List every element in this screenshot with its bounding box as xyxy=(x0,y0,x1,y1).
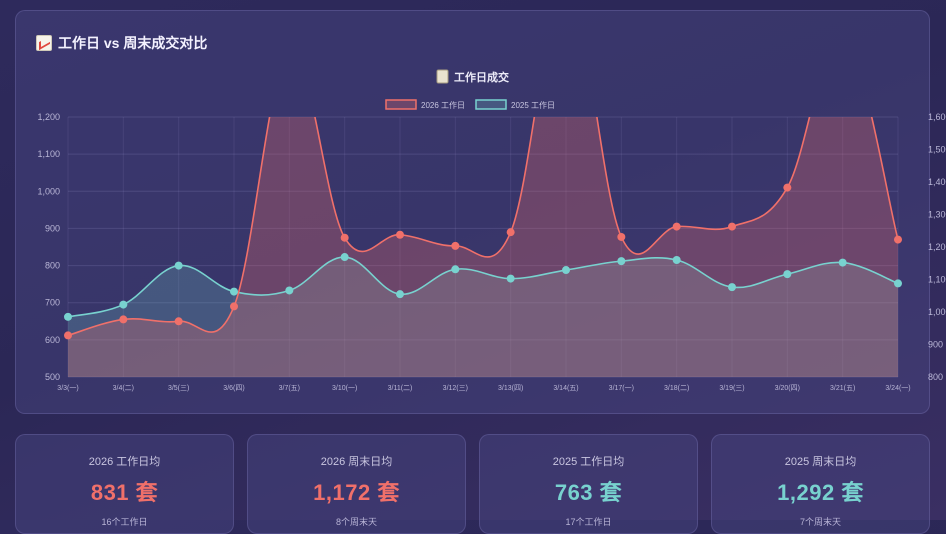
legend-swatch xyxy=(475,99,507,110)
data-point xyxy=(64,312,72,321)
series-area xyxy=(68,257,898,377)
y-right-tick-label: 1,400 xyxy=(928,177,946,187)
y-left-tick-label: 1,200 xyxy=(37,112,60,122)
data-point xyxy=(728,283,736,292)
data-point xyxy=(174,317,183,326)
legend-label: 2026 工作日 xyxy=(421,100,465,110)
legend-swatch xyxy=(385,99,417,110)
data-point xyxy=(617,232,626,241)
y-right-tick-label: 800 xyxy=(928,372,943,382)
x-tick-label: 3/10(一) xyxy=(332,385,357,392)
x-tick-label: 3/14(五) xyxy=(553,384,578,392)
y-right-tick-label: 1,300 xyxy=(928,210,946,220)
card-value: 1,172 套 xyxy=(313,480,400,505)
y-left-tick-label: 700 xyxy=(45,298,60,308)
x-tick-label: 3/3(一) xyxy=(57,385,78,392)
series-area xyxy=(68,117,898,377)
y-left-tick-label: 1,000 xyxy=(37,186,60,196)
chart-title: 工作日成交 xyxy=(454,70,509,84)
card-label: 2026 周末日均 xyxy=(320,456,393,468)
series-line xyxy=(68,256,898,318)
data-point xyxy=(894,235,902,244)
y-right-tick-label: 1,500 xyxy=(928,145,946,155)
summary-cards: 2026 工作日均 831 套 16个工作日 2026 周末日均 1,172 套… xyxy=(15,434,930,534)
card-sub: 8个周末天 xyxy=(335,517,377,527)
y-left-tick-label: 500 xyxy=(45,372,60,382)
panel-title-text: 工作日 vs 周末成交对比 xyxy=(58,35,208,51)
x-tick-label: 3/12(三) xyxy=(443,384,468,392)
x-tick-label: 3/11(二) xyxy=(388,385,413,392)
x-tick-label: 3/20(四) xyxy=(775,384,800,392)
y-right-tick-label: 1,200 xyxy=(928,242,946,252)
data-point xyxy=(64,331,72,340)
y-right-tick-label: 900 xyxy=(928,340,943,350)
x-tick-label: 3/18(二) xyxy=(664,385,689,392)
data-point xyxy=(506,274,515,283)
data-point xyxy=(783,270,792,279)
data-point xyxy=(728,222,736,231)
panel-title: 工作日 vs 周末成交对比 xyxy=(36,33,207,53)
card-2026-weekday: 2026 工作日均 831 套 16个工作日 xyxy=(15,434,234,534)
y-left-tick-label: 600 xyxy=(45,335,60,345)
data-point xyxy=(396,290,404,299)
clipboard-icon xyxy=(436,69,449,84)
x-tick-label: 3/4(二) xyxy=(113,385,134,392)
chart-area: 500 600 700 800 900 1,000 1,100 1,200 800 900 1,00… xyxy=(37,69,946,392)
data-point xyxy=(672,256,681,264)
data-point xyxy=(894,279,902,288)
data-point xyxy=(230,287,238,296)
x-tick-label: 3/13(四) xyxy=(498,384,523,392)
card-value: 763 套 xyxy=(554,480,623,505)
data-point xyxy=(562,266,570,275)
data-point xyxy=(340,233,349,242)
data-point xyxy=(506,228,515,237)
data-point xyxy=(451,265,460,274)
x-tick-label: 3/5(三) xyxy=(168,384,189,392)
data-point xyxy=(119,315,128,324)
line-chart: 500 600 700 800 900 1,000 1,100 1,200 800 900 1,00… xyxy=(37,69,946,392)
y-left-tick-label: 800 xyxy=(45,261,60,271)
data-point xyxy=(174,261,183,270)
card-sub: 16个工作日 xyxy=(101,517,148,527)
data-point xyxy=(672,222,681,231)
data-point xyxy=(783,183,792,192)
card-label: 2025 工作日均 xyxy=(552,456,625,468)
card-value: 1,292 套 xyxy=(777,480,864,505)
data-point xyxy=(119,300,128,309)
x-tick-label: 3/24(一) xyxy=(885,385,910,392)
x-tick-label: 3/21(五) xyxy=(830,384,855,392)
chart-increasing-icon xyxy=(36,35,52,51)
card-sub: 17个工作日 xyxy=(565,517,612,527)
data-point xyxy=(230,302,238,311)
card-label: 2026 工作日均 xyxy=(88,456,161,468)
data-point xyxy=(617,257,626,266)
card-2026-weekend: 2026 周末日均 1,172 套 8个周末天 xyxy=(247,434,466,534)
data-point xyxy=(838,258,847,267)
comparison-panel: 工作日 vs 周末成交对比 xyxy=(15,10,930,414)
card-2025-weekday: 2025 工作日均 763 套 17个工作日 xyxy=(479,434,698,534)
y-right-tick-label: 1,600 xyxy=(928,112,946,122)
data-point xyxy=(396,230,404,239)
card-value: 831 套 xyxy=(90,480,159,505)
card-2025-weekend: 2025 周末日均 1,292 套 7个周末天 xyxy=(711,434,930,534)
y-right-tick-label: 1,100 xyxy=(928,275,946,285)
card-sub: 7个周末天 xyxy=(799,517,841,527)
data-point xyxy=(340,253,349,262)
y-right-tick-label: 1,000 xyxy=(928,307,946,317)
card-label: 2025 周末日均 xyxy=(784,456,857,468)
x-tick-label: 3/19(三) xyxy=(719,384,744,392)
x-tick-label: 3/17(一) xyxy=(609,385,634,392)
data-point xyxy=(451,241,460,250)
y-left-tick-label: 900 xyxy=(45,223,60,233)
legend-label: 2025 工作日 xyxy=(511,100,555,110)
y-left-tick-label: 1,100 xyxy=(37,149,60,159)
data-point xyxy=(285,286,294,295)
x-tick-label: 3/7(五) xyxy=(279,384,300,392)
x-tick-label: 3/6(四) xyxy=(223,384,244,392)
